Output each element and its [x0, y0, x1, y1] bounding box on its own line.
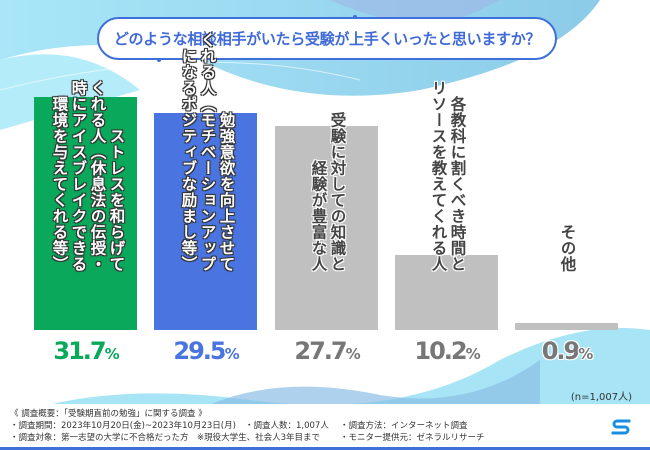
value-label: 10.2% — [414, 337, 481, 365]
monitor-provider: ・モニター提供元：ゼネラルリサーチ — [340, 433, 485, 443]
bar-category-label: その他 — [557, 32, 577, 272]
pill-dot — [157, 58, 161, 62]
question-title: どのような相談相手がいたら受験が上手くいったと思いますか？ — [97, 15, 557, 62]
company-logo-icon — [611, 419, 631, 435]
category-label-line: 経験が豊富な人 — [309, 160, 328, 272]
survey-method: ・調査方法：インターネット調査 — [340, 421, 468, 431]
survey-target: ・調査対象：第一志望の大学に不合格だった方 ※現役大学生、社会人3年目まで — [10, 433, 321, 443]
bar — [34, 97, 137, 330]
category-label-line: 各教科に割くべき時間と — [448, 96, 467, 272]
sample-size: (n=1,007人) — [570, 392, 632, 403]
category-label-line: 受験に対しての知識と — [328, 112, 347, 272]
value-label: 31.7% — [53, 337, 120, 365]
bar — [515, 323, 618, 330]
category-label-line: 環境を与えてくれる等） — [50, 96, 69, 272]
category-label-line: くれる人（休息法の伝授・ — [88, 80, 107, 272]
value-label: 29.5% — [173, 337, 240, 365]
bar-category-label: ストレスを和らげて くれる人（休息法の伝授・ 時にアイスブレイクできる 環境を与えてく… — [46, 62, 126, 272]
survey-summary: 《 調査概要：「受験期直前の勉強」に関する調査 》 — [10, 409, 207, 419]
bar-category-label: 受験に対しての知識と 経験が豊富な人 — [307, 32, 347, 272]
value-label: 27.7% — [294, 337, 361, 365]
survey-count: ・調査人数：1,007人 — [245, 421, 329, 431]
category-label-line: ストレスを和らげて — [107, 128, 126, 272]
bar-category-label: 勉強意欲を向上させて くれる人（モチベーションアップ になるポジティブな励まし等） — [176, 32, 236, 272]
category-label-line: リソースを教えてくれる人 — [429, 80, 448, 272]
survey-period: ・調査期間：2023年10月20日(金)~2023年10月23日(月) — [10, 421, 236, 431]
category-label-line: 勉強意欲を向上させて — [217, 112, 236, 272]
bar-chart: ストレスを和らげて くれる人（休息法の伝授・ 時にアイスブレイクできる 環境を与えてく… — [34, 32, 618, 365]
bar — [395, 255, 498, 330]
category-label-line: 時にアイスブレイクできる — [69, 80, 88, 272]
survey-footer: 《 調査概要：「受験期直前の勉強」に関する調査 》 ・調査期間：2023年10月… — [0, 404, 650, 450]
category-label-line: その他 — [558, 224, 577, 272]
value-label: 0.9% — [541, 337, 594, 365]
pill-dot — [353, 15, 357, 19]
category-label-line: になるポジティブな励まし等） — [179, 48, 198, 272]
bar-category-label: 各教科に割くべき時間と リソースを教えてくれる人 — [427, 32, 467, 272]
bar — [154, 113, 257, 330]
category-label-line: くれる人（モチベーションアップ — [198, 32, 217, 272]
bar — [275, 126, 378, 330]
question-title-text: どのような相談相手がいたら受験が上手くいったと思いますか？ — [113, 30, 541, 48]
